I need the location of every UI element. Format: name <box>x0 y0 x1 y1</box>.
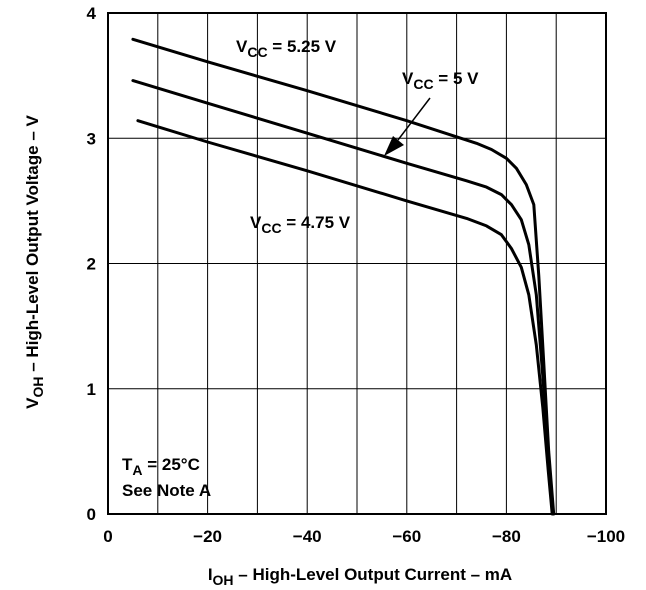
y-tick-label: 4 <box>87 4 97 23</box>
y-tick-label: 0 <box>87 505 96 524</box>
series-label-vcc-5-25: VCC = 5.25 V <box>236 37 337 60</box>
series-line-2 <box>131 79 555 516</box>
x-axis-label: IOH – High-Level Output Current – mA <box>208 565 512 588</box>
y-tick-label: 2 <box>87 255 96 274</box>
y-tick-labels: 0 1 2 3 4 <box>87 4 97 524</box>
x-tick-label: −40 <box>293 527 322 546</box>
y-tick-label: 1 <box>87 380 96 399</box>
x-tick-label: 0 <box>103 527 112 546</box>
x-tick-labels: 0 −20 −40 −60 −80 −100 <box>103 527 625 546</box>
series-line-1 <box>131 37 556 516</box>
x-tick-label: −100 <box>587 527 625 546</box>
curves <box>131 37 556 516</box>
series-line-3 <box>136 119 554 516</box>
series-label-vcc-4-75: VCC = 4.75 V <box>250 213 351 236</box>
series-label-vcc-5: VCC = 5 V <box>402 69 479 92</box>
y-tick-label: 3 <box>87 129 96 148</box>
annotation-arrow <box>384 97 431 156</box>
x-tick-label: −80 <box>492 527 521 546</box>
y-axis-label: VOH – High-Level Output Voltage – V <box>23 115 46 409</box>
ambient-temperature-label: TA = 25°C <box>122 455 200 478</box>
plot-frame <box>107 12 607 515</box>
x-tick-label: −20 <box>193 527 222 546</box>
see-note-label: See Note A <box>122 481 211 500</box>
x-tick-label: −60 <box>392 527 421 546</box>
